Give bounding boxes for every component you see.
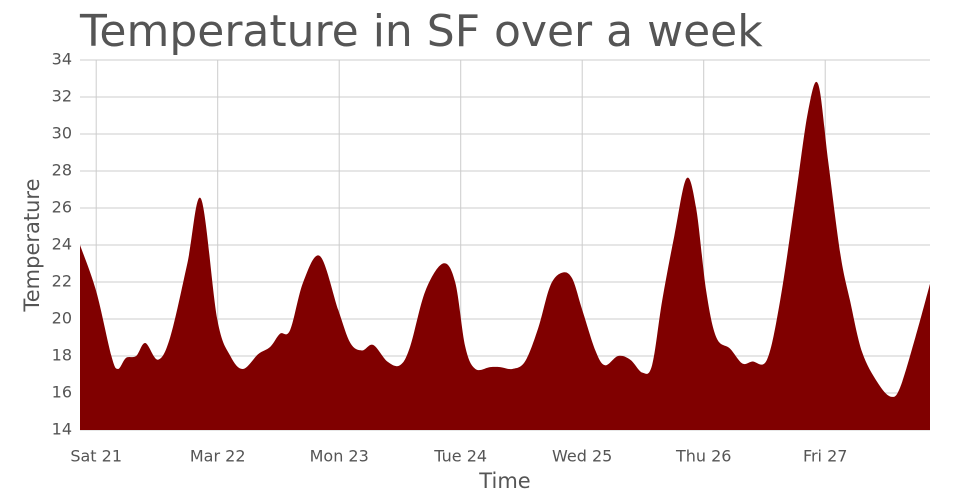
area [80,81,930,431]
y-tick-label: 14 [52,420,72,439]
x-tick-label: Sat 21 [70,447,122,466]
x-tick-label: Fri 27 [803,447,848,466]
y-tick-label: 16 [52,383,72,402]
x-tick-label: Tue 24 [433,447,487,466]
y-tick-label: 32 [52,87,72,106]
y-tick-label: 26 [52,198,72,217]
y-tick-label: 28 [52,161,72,180]
x-tick-label: Wed 25 [552,447,612,466]
chart-title: Temperature in SF over a week [79,6,763,57]
x-tick-label: Mon 23 [310,447,369,466]
x-tick-label: Mar 22 [190,447,246,466]
y-tick-label: 30 [52,124,72,143]
x-tick-label: Thu 26 [675,447,732,466]
y-tick-label: 18 [52,346,72,365]
y-tick-label: 34 [52,50,72,69]
y-tick-label: 22 [52,272,72,291]
y-tick-label: 20 [52,309,72,328]
x-axis-title: Time [478,469,530,493]
y-tick-label: 24 [52,235,72,254]
y-axis-title: Temperature [20,178,44,312]
